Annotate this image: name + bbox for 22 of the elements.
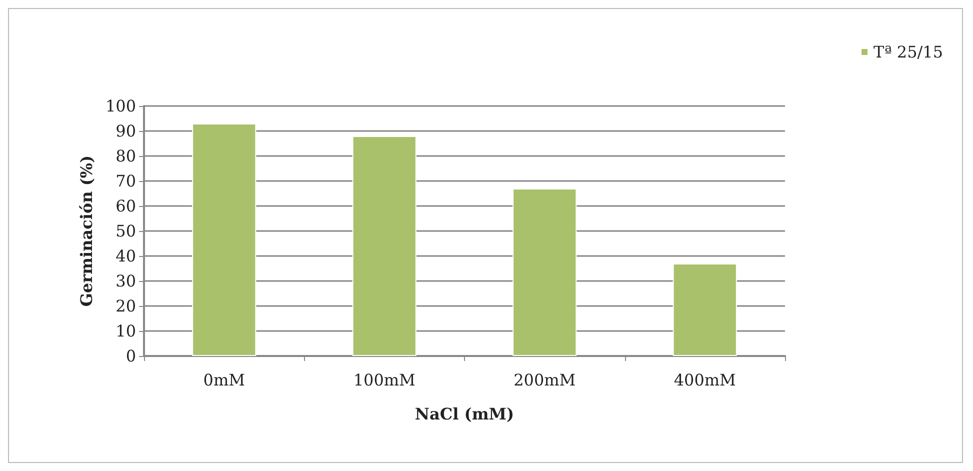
y-tick-label: 70 — [116, 172, 136, 190]
y-tick-label: 0 — [126, 346, 136, 366]
y-tick-label: 50 — [116, 222, 136, 240]
bar — [192, 124, 256, 356]
x-tick-label: 0mM — [203, 370, 245, 390]
x-tick-label: 400mM — [674, 370, 736, 390]
y-tick-label: 20 — [116, 296, 136, 316]
x-axis-title: NaCl (mM) — [414, 404, 514, 424]
x-tick-label: 200mM — [514, 370, 576, 390]
y-tick-label: 100 — [105, 96, 136, 116]
bar — [352, 136, 416, 356]
y-axis-title: Germinación (%) — [77, 155, 96, 307]
x-tick-label: 100mM — [353, 370, 416, 390]
bar — [672, 264, 737, 356]
y-tick-label: 60 — [116, 196, 136, 216]
y-tick-label: 80 — [116, 146, 136, 166]
y-tick-label: 10 — [116, 322, 136, 340]
y-tick-label: 40 — [116, 246, 136, 266]
bar — [512, 188, 577, 356]
legend-label: Tª 25/15 — [874, 42, 943, 62]
y-tick-label: 30 — [116, 272, 136, 290]
y-tick-label: 90 — [116, 122, 136, 140]
